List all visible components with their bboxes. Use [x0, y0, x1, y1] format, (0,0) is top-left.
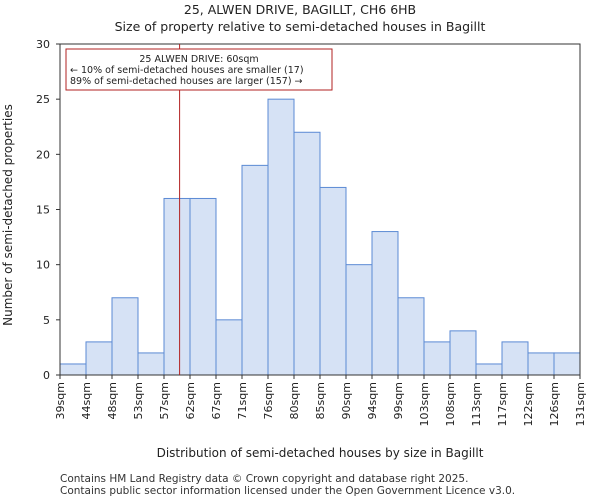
x-tick-label: 99sqm	[392, 382, 405, 419]
y-tick-label: 25	[36, 93, 50, 106]
histogram-bar	[163, 197, 191, 376]
histogram-bar	[267, 98, 295, 376]
y-tick-label: 0	[43, 369, 50, 382]
annotation-box	[65, 48, 333, 91]
chart-title: 25, ALWEN DRIVE, BAGILLT, CH6 6HB	[183, 2, 417, 17]
annotation-line-3: 89% of semi-detached houses are larger (…	[70, 76, 303, 87]
footer-line-1: Contains HM Land Registry data © Crown c…	[60, 473, 469, 485]
histogram-bar	[449, 330, 477, 376]
histogram-bar	[137, 352, 165, 376]
histogram-bar	[501, 341, 529, 376]
histogram-bar	[553, 352, 581, 376]
x-tick-label: 85sqm	[314, 382, 327, 419]
histogram-bar	[85, 341, 113, 376]
chart-subtitle: Size of property relative to semi-detach…	[114, 19, 486, 34]
x-tick-label: 62sqm	[184, 382, 197, 419]
histogram-bar	[215, 319, 243, 376]
y-tick-label: 30	[36, 38, 50, 51]
x-tick-label: 103sqm	[418, 382, 431, 426]
x-tick-label: 48sqm	[106, 382, 119, 419]
annotation-line-2: ← 10% of semi-detached houses are smalle…	[70, 65, 304, 76]
histogram-bar	[189, 197, 217, 376]
histogram-bar	[397, 297, 425, 376]
x-tick-label: 131sqm	[574, 382, 587, 426]
histogram-chart: 0 5 10 15 20 25 30 39sqm 44sqm 48sqm 53sqm 57sqm 62…	[1, 38, 587, 460]
histogram-bar	[111, 297, 139, 376]
x-axis-label: Distribution of semi-detached houses by …	[157, 446, 484, 460]
x-tick-label: 113sqm	[470, 382, 483, 426]
histogram-bar	[423, 341, 451, 376]
x-tick-label: 76sqm	[262, 382, 275, 419]
histogram-bar	[527, 352, 555, 376]
x-tick-label: 126sqm	[548, 382, 561, 426]
annotation-line-1: 25 ALWEN DRIVE: 60sqm	[139, 54, 258, 65]
x-tick-label: 57sqm	[158, 382, 171, 419]
x-tick-label: 67sqm	[210, 382, 223, 419]
x-tick-label: 108sqm	[444, 382, 457, 426]
x-tick-label: 122sqm	[522, 382, 535, 426]
x-tick-label: 117sqm	[496, 382, 509, 426]
histogram-bar	[293, 131, 321, 376]
x-tick-label: 90sqm	[340, 382, 353, 419]
x-tick-label: 39sqm	[54, 382, 67, 419]
x-tick-label: 53sqm	[132, 382, 145, 419]
footer-line-2: Contains public sector information licen…	[60, 485, 516, 497]
x-tick-label: 94sqm	[366, 382, 379, 419]
plot-frame	[59, 43, 581, 376]
y-tick-label: 10	[36, 259, 50, 272]
x-tick-label: 80sqm	[288, 382, 301, 419]
y-tick-label: 15	[36, 204, 50, 217]
histogram-bar	[59, 363, 87, 376]
y-tick-label: 5	[43, 314, 50, 327]
histogram-bar	[241, 164, 269, 376]
histogram-bar	[319, 186, 347, 376]
x-tick-label: 71sqm	[236, 382, 249, 419]
x-tick-label: 44sqm	[80, 382, 93, 419]
histogram-bar	[345, 264, 373, 376]
histogram-bar	[475, 363, 503, 376]
y-axis-label: Number of semi-detached properties	[1, 104, 15, 326]
histogram-bar	[371, 231, 399, 376]
y-tick-label: 20	[36, 148, 50, 161]
